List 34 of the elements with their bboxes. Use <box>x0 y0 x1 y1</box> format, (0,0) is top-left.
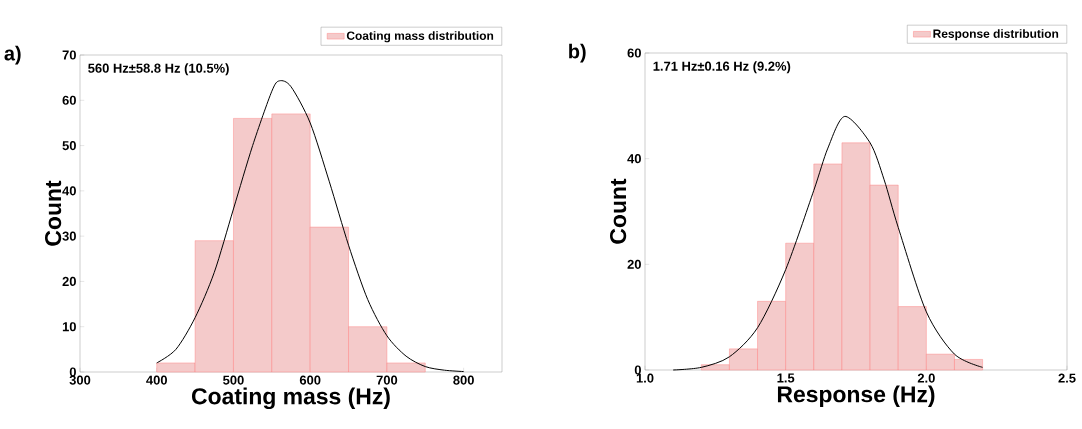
text: a) <box>4 45 21 65</box>
y-tick-label: 30 <box>62 231 76 241</box>
y-tick-label: 40 <box>62 186 76 196</box>
annotation: 1.71 Hz±0.16 Hz (9.2%) <box>653 61 791 74</box>
x-tick-label: 600 <box>299 375 321 385</box>
x-tick-label: 1.0 <box>636 373 654 383</box>
legend-label: Coating mass distribution <box>346 31 494 43</box>
y-tick-label: 60 <box>62 95 76 105</box>
x-tick-label: 1.5 <box>777 373 795 383</box>
x-tick-label: 800 <box>453 375 474 385</box>
x-axis-title: Coating mass (Hz) <box>192 387 390 410</box>
y-axis-title: Count <box>44 180 62 246</box>
y-tick-label: 70 <box>62 50 76 60</box>
x-tick-label: 400 <box>146 375 167 385</box>
x-axis-title: Response (Hz) <box>777 385 935 407</box>
x-tick-label: 500 <box>223 375 244 385</box>
line-series <box>672 115 984 371</box>
legend-label: Response distribution <box>933 29 1059 41</box>
y-tick-label: 50 <box>62 140 76 151</box>
text: b) <box>569 43 586 63</box>
y-tick-label: 40 <box>627 154 641 164</box>
y-axis-title: Count <box>609 178 627 244</box>
y-tick-label: 0 <box>634 365 641 375</box>
x-tick-label: 700 <box>376 375 398 385</box>
x-tick-label: 2.0 <box>917 373 935 383</box>
line-series <box>156 80 465 373</box>
y-tick-label: 60 <box>627 48 641 58</box>
y-tick-label: 20 <box>62 276 76 287</box>
y-tick-label: 20 <box>627 259 641 269</box>
y-tick-label: 10 <box>62 322 76 332</box>
annotation: 560 Hz±58.8 Hz (10.5%) <box>88 63 229 76</box>
x-tick-label: 2.5 <box>1058 373 1076 383</box>
x-tick-label: 300 <box>69 375 91 385</box>
y-tick-label: 0 <box>69 367 76 377</box>
